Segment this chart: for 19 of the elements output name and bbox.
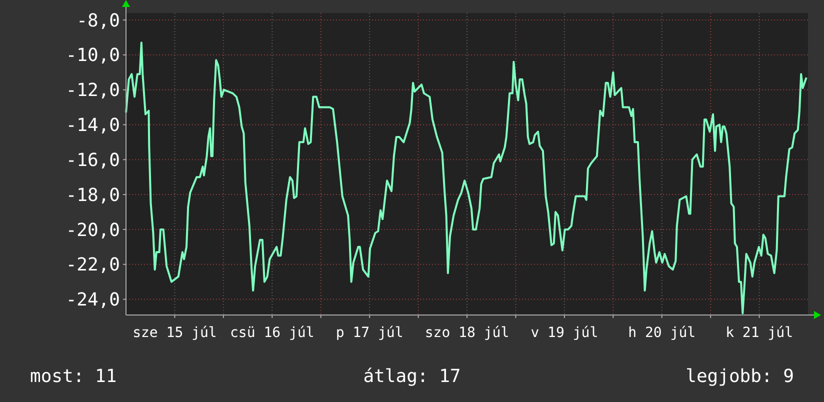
x-tick-label: v 19 júl (530, 325, 598, 341)
x-tick-label: k 21 júl (726, 325, 794, 341)
y-tick-label: -16,0 (66, 150, 120, 171)
x-tick-label: sze 15 júl (132, 325, 217, 341)
x-tick-label: szo 18 júl (424, 325, 510, 341)
x-tick-label: h 20 júl (628, 325, 696, 341)
text: átlag: 17 (363, 366, 461, 387)
x-tick-label: p 17 júl (336, 325, 404, 341)
y-tick-label: -12,0 (66, 80, 120, 102)
y-tick-label: -20,0 (66, 220, 120, 241)
y-tick-label: -22,0 (66, 254, 120, 276)
y-tick-label: -14,0 (66, 115, 120, 136)
y-tick-label: -10,0 (66, 45, 120, 66)
y-tick-label: -24,0 (66, 290, 120, 311)
text: legjobb: 9 (686, 366, 794, 387)
text: most: 11 (30, 366, 117, 387)
x-tick-label: csü 16 júl (230, 325, 314, 341)
y-tick-label: -8,0 (76, 10, 120, 32)
y-tick-label: -18,0 (66, 184, 120, 206)
